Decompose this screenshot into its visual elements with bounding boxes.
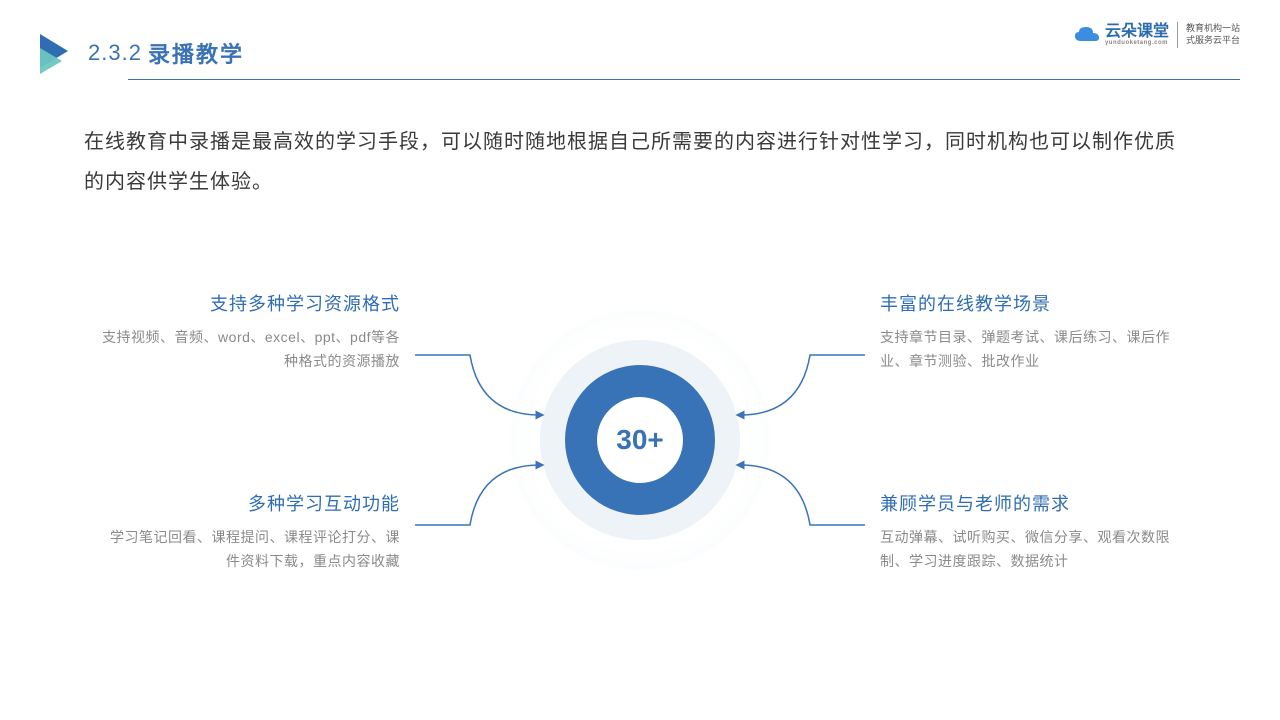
feature-bottom-left: 多种学习互动功能 学习笔记回看、课程提问、课程评论打分、课件资料下载，重点内容收…	[100, 490, 400, 574]
logo-divider	[1177, 22, 1178, 48]
feature-title: 多种学习互动功能	[100, 490, 400, 516]
feature-top-left: 支持多种学习资源格式 支持视频、音频、word、excel、ppt、pdf等各种…	[100, 290, 400, 374]
feature-title: 丰富的在线教学场景	[880, 290, 1180, 316]
feature-desc: 支持章节目录、弹题考试、课后练习、课后作业、章节测验、批改作业	[880, 326, 1180, 374]
section-title: 录播教学	[148, 37, 244, 69]
feature-title: 兼顾学员与老师的需求	[880, 490, 1180, 516]
logo-domain: yunduoketang.com	[1105, 40, 1169, 46]
feature-bottom-right: 兼顾学员与老师的需求 互动弹幕、试听购买、微信分享、观看次数限制、学习进度跟踪、…	[880, 490, 1180, 574]
section-number: 2.3.2	[88, 40, 142, 66]
feature-desc: 支持视频、音频、word、excel、ppt、pdf等各种格式的资源播放	[100, 326, 400, 374]
feature-desc: 互动弹幕、试听购买、微信分享、观看次数限制、学习进度跟踪、数据统计	[880, 526, 1180, 574]
feature-title: 支持多种学习资源格式	[100, 290, 400, 316]
logo-brand: 云朵课堂	[1105, 24, 1169, 40]
header-underline	[128, 79, 1240, 80]
feature-top-right: 丰富的在线教学场景 支持章节目录、弹题考试、课后练习、课后作业、章节测验、批改作…	[880, 290, 1180, 374]
logo-text: 云朵课堂 yunduoketang.com	[1105, 24, 1169, 46]
logo-tagline: 教育机构一站 式服务云平台	[1186, 23, 1240, 46]
brand-logo: 云朵课堂 yunduoketang.com 教育机构一站 式服务云平台	[1073, 22, 1240, 48]
intro-paragraph: 在线教育中录播是最高效的学习手段，可以随时随地根据自己所需要的内容进行针对性学习…	[84, 122, 1196, 202]
cloud-icon	[1073, 25, 1101, 45]
slide-header: 2.3.2 录播教学	[40, 34, 1240, 72]
play-icon	[40, 34, 74, 72]
feature-desc: 学习笔记回看、课程提问、课程评论打分、课件资料下载，重点内容收藏	[100, 526, 400, 574]
